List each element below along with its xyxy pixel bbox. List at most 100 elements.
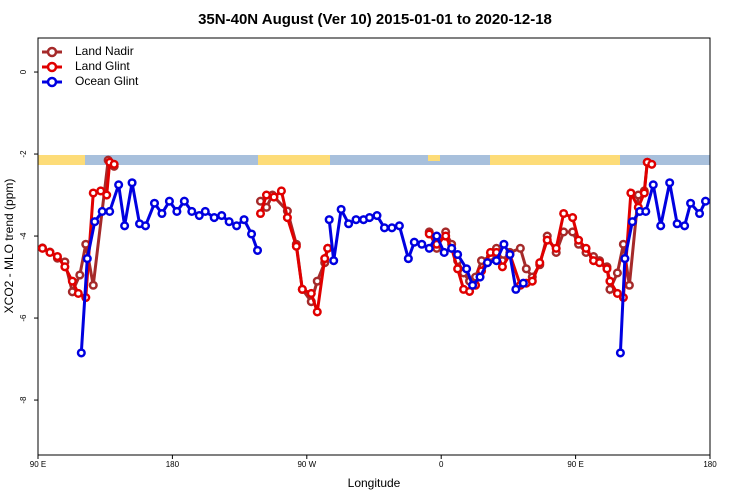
- legend-label: Land Nadir: [75, 44, 134, 58]
- point: [672, 219, 682, 229]
- land-band: [428, 155, 440, 161]
- legend-marker: [46, 61, 58, 73]
- plot-frame: [37, 37, 711, 456]
- point: [90, 217, 100, 227]
- chart-title: 35N-40N August (Ver 10) 2015-01-01 to 20…: [198, 11, 552, 28]
- point: [647, 159, 657, 169]
- point: [581, 243, 591, 253]
- point: [120, 221, 130, 231]
- point: [409, 237, 419, 247]
- x-tick-label: 90 E: [30, 460, 46, 469]
- point: [424, 229, 434, 239]
- point: [453, 264, 463, 274]
- point: [491, 256, 502, 266]
- y-tick-label: 0: [19, 69, 28, 74]
- y-tick-label: -2: [19, 150, 28, 158]
- point: [680, 221, 690, 231]
- y-tick-label: -4: [19, 232, 28, 240]
- legend-label: Land Glint: [75, 59, 130, 73]
- point: [246, 229, 257, 239]
- point: [403, 254, 413, 264]
- point: [276, 186, 286, 196]
- point: [379, 223, 390, 233]
- point: [535, 258, 545, 268]
- point: [82, 254, 92, 264]
- ocean-band: [38, 155, 710, 165]
- point: [344, 219, 354, 229]
- point: [475, 272, 485, 282]
- point: [97, 206, 107, 216]
- point: [88, 188, 98, 198]
- point: [336, 204, 346, 214]
- point: [656, 221, 666, 231]
- point: [224, 217, 234, 227]
- point: [329, 256, 339, 266]
- point: [60, 262, 70, 272]
- x-tick-label: 180: [703, 460, 717, 469]
- x-tick-label: 90 W: [297, 460, 316, 469]
- surface-band: [38, 155, 710, 165]
- point: [518, 278, 528, 288]
- x-axis-label: Longitude: [348, 476, 401, 490]
- point: [73, 288, 83, 298]
- point: [45, 247, 55, 257]
- point: [686, 198, 696, 208]
- point: [641, 206, 651, 216]
- point: [164, 196, 174, 206]
- point: [291, 241, 301, 251]
- point: [605, 276, 615, 286]
- point: [194, 210, 204, 221]
- point: [109, 159, 119, 169]
- point: [200, 206, 210, 216]
- point: [217, 210, 227, 221]
- point: [612, 288, 622, 298]
- point: [320, 254, 330, 264]
- point: [96, 186, 106, 196]
- point: [209, 213, 219, 223]
- legend-marker: [46, 46, 58, 58]
- point: [417, 239, 427, 249]
- point: [114, 180, 124, 190]
- point: [627, 217, 637, 227]
- point: [179, 196, 189, 206]
- x-tick-label: 0: [439, 460, 444, 469]
- point: [542, 235, 552, 245]
- point: [312, 276, 322, 286]
- point: [527, 276, 537, 286]
- point: [574, 235, 584, 245]
- point: [372, 210, 382, 221]
- point: [602, 264, 612, 274]
- point: [323, 243, 333, 253]
- point: [297, 284, 307, 294]
- point: [387, 223, 397, 233]
- point: [255, 208, 266, 219]
- point: [615, 348, 625, 358]
- point: [499, 239, 509, 249]
- point: [694, 208, 705, 219]
- point: [468, 280, 478, 290]
- point: [453, 249, 463, 260]
- point: [37, 243, 48, 253]
- point: [157, 208, 167, 219]
- point: [351, 215, 361, 225]
- land-band: [38, 155, 85, 165]
- point: [447, 243, 457, 253]
- point: [172, 206, 182, 216]
- point: [568, 213, 578, 223]
- land-band: [258, 155, 330, 165]
- legend-label: Ocean Glint: [75, 74, 139, 88]
- point: [639, 188, 649, 198]
- point: [232, 221, 242, 231]
- point: [521, 264, 531, 274]
- point: [700, 196, 711, 206]
- land-band: [490, 155, 620, 165]
- y-tick-label: -6: [19, 314, 28, 322]
- point: [140, 221, 151, 231]
- y-axis-label: XCO2 - MLO trend (ppm): [2, 179, 16, 314]
- point: [364, 213, 375, 223]
- point: [127, 178, 137, 188]
- point: [559, 208, 569, 219]
- point: [439, 247, 449, 257]
- point: [497, 262, 507, 272]
